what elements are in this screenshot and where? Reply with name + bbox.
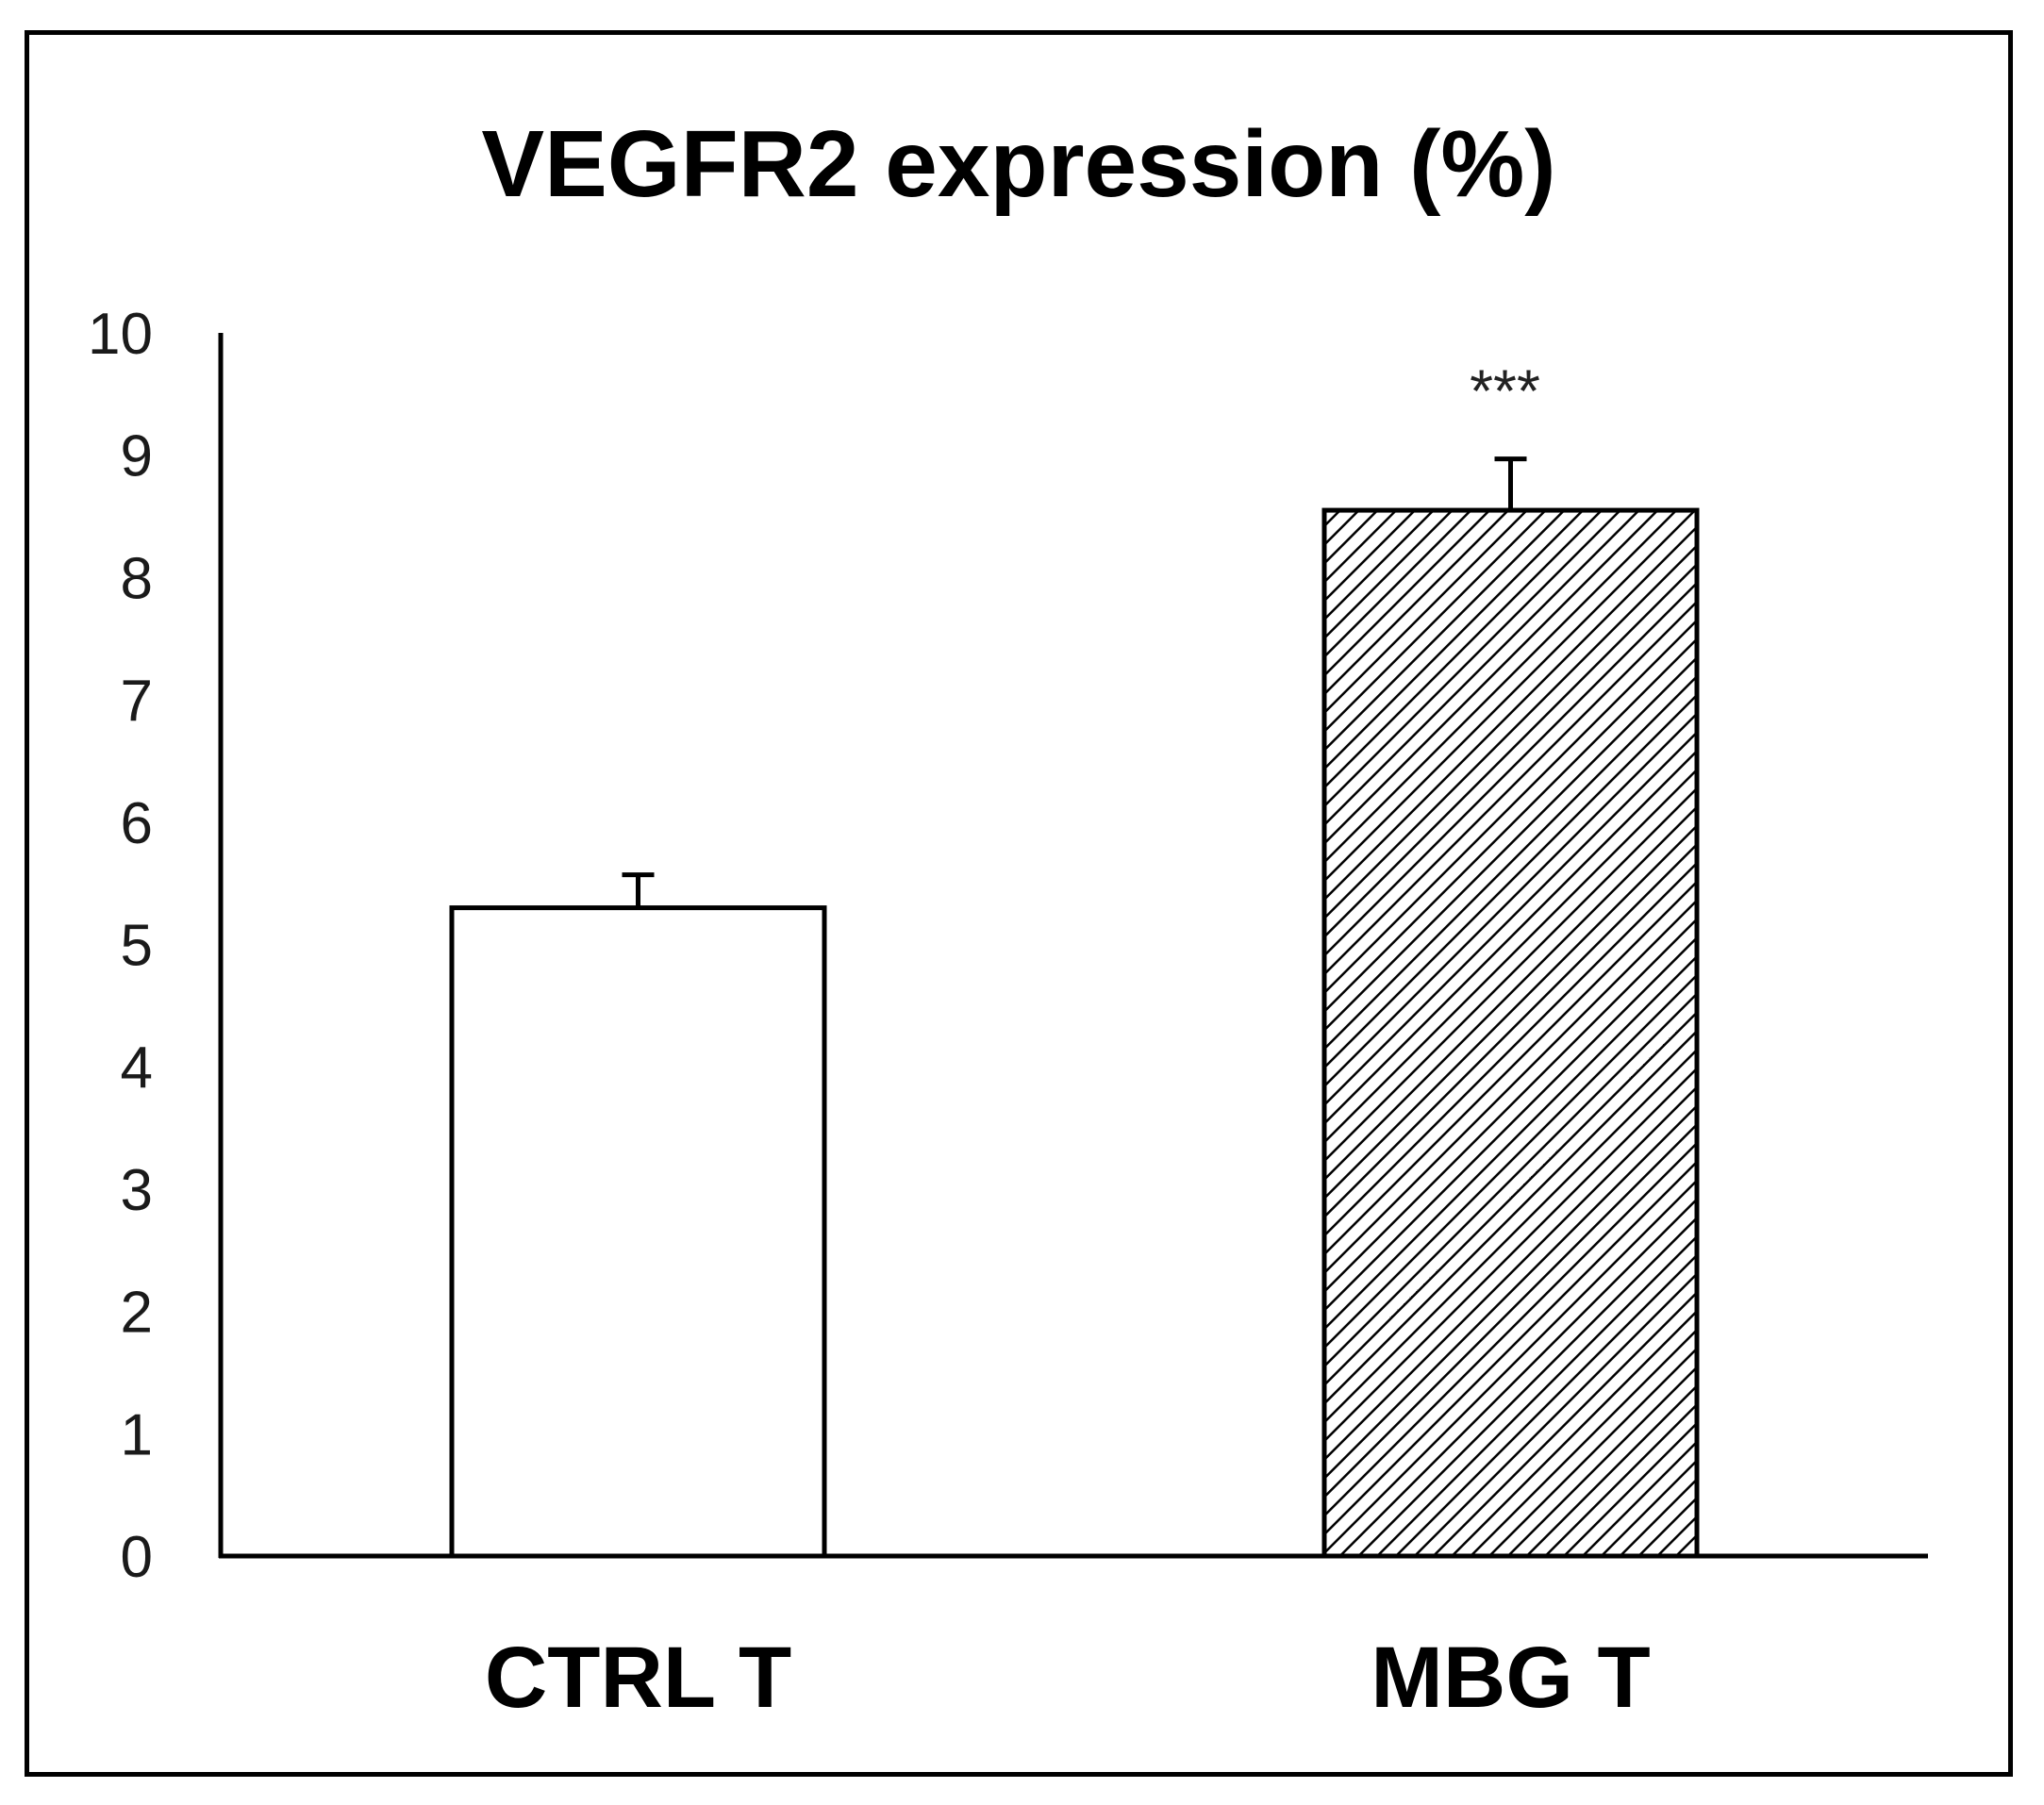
y-axis-ticks: 0 1 2 3 4 5 6 7 8 9 10 [88, 302, 153, 1590]
error-bars [622, 456, 1527, 908]
y-tick-label: 4 [121, 1035, 153, 1101]
y-tick-label: 0 [121, 1525, 153, 1590]
y-tick-label: 1 [121, 1402, 153, 1467]
annotations: *** [1470, 357, 1540, 425]
x-tick-label: CTRL T [485, 1630, 791, 1726]
x-axis-labels: CTRL T MBG T [485, 1630, 1651, 1726]
x-tick-label: MBG T [1371, 1630, 1650, 1726]
significance-annotation: *** [1470, 357, 1540, 425]
bars [449, 507, 1700, 1559]
y-tick-label: 10 [88, 302, 153, 367]
bar-ctrl-t [449, 905, 827, 1559]
y-tick-label: 5 [121, 914, 153, 979]
y-tick-label: 8 [121, 546, 153, 611]
bar-mbg-t [1321, 507, 1700, 1559]
y-tick-label: 2 [121, 1281, 153, 1346]
y-tick-label: 9 [121, 424, 153, 489]
chart-title: VEGFR2 expression (%) [481, 111, 1555, 217]
y-tick-label: 7 [121, 669, 153, 734]
y-tick-label: 6 [121, 791, 153, 856]
y-tick-label: 3 [121, 1158, 153, 1223]
